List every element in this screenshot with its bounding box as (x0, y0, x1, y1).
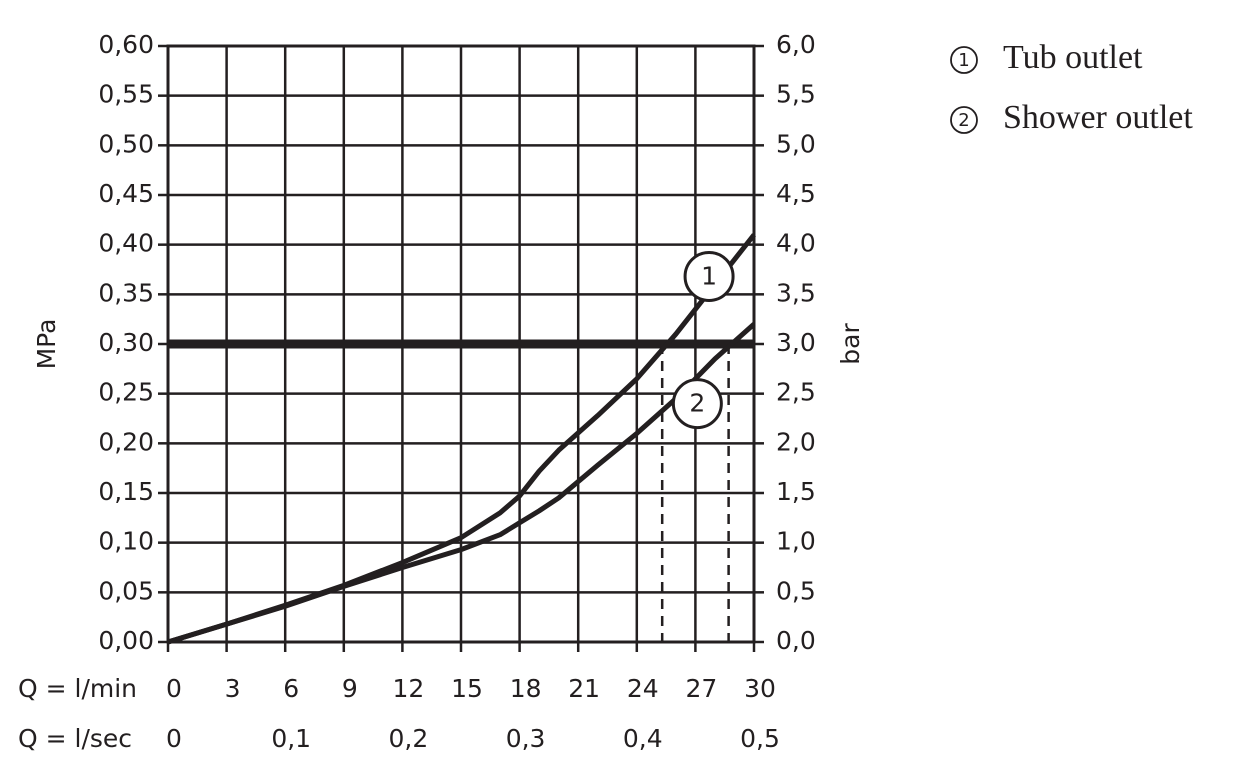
y-tick-label: 0,55 (98, 80, 154, 109)
y-tick-label: 0,40 (98, 229, 154, 258)
y-tick-label: 0,15 (98, 477, 154, 506)
y-tick-label: 0,60 (98, 30, 154, 59)
x2-tick-label: 0 (166, 724, 182, 753)
y2-tick-label: 1,5 (776, 477, 816, 506)
y2-tick-label: 2,0 (776, 427, 816, 456)
x-tick-label: 15 (451, 674, 483, 703)
y2-tick-label: 5,0 (776, 129, 816, 158)
y2-tick-label: 5,5 (776, 80, 816, 109)
y-tick-label: 0,35 (98, 278, 154, 307)
y-tick-label: 0,00 (98, 626, 154, 655)
y-tick-label: 0,05 (98, 576, 154, 605)
y-tick-label: 0,50 (98, 129, 154, 158)
legend-symbol-label: 2 (958, 110, 969, 131)
x-tick-label: 24 (627, 674, 659, 703)
x2-tick-label: 0,4 (623, 724, 663, 753)
y2-tick-label: 1,0 (776, 527, 816, 556)
y2-tick-label: 3,5 (776, 278, 816, 307)
x-axis-label: Q = l/min (18, 674, 137, 703)
y-tick-label: 0,10 (98, 527, 154, 556)
x2-tick-label: 0,5 (740, 724, 780, 753)
y2-tick-label: 3,0 (776, 328, 816, 357)
y-axis-label: MPa (32, 319, 61, 370)
x-tick-label: 3 (225, 674, 241, 703)
y2-tick-label: 4,0 (776, 229, 816, 258)
x2-tick-label: 0,3 (506, 724, 546, 753)
x-tick-label: 30 (744, 674, 776, 703)
x-tick-label: 18 (510, 674, 542, 703)
y-tick-label: 0,45 (98, 179, 154, 208)
y-tick-label: 0,25 (98, 378, 154, 407)
legend-symbol (950, 106, 978, 134)
x-tick-label: 0 (166, 674, 182, 703)
x-tick-label: 21 (568, 674, 600, 703)
series-line (167, 322, 756, 645)
curve-label: 2 (689, 389, 705, 418)
y2-tick-label: 2,5 (776, 378, 816, 407)
y-tick-label: 0,30 (98, 328, 154, 357)
x2-axis-label: Q = l/sec (18, 724, 132, 753)
curve-label-circle (671, 378, 723, 430)
y2-axis-label: bar (836, 323, 865, 365)
x-tick-label: 6 (283, 674, 299, 703)
y2-tick-label: 4,5 (776, 179, 816, 208)
x-tick-label: 9 (342, 674, 358, 703)
y2-tick-label: 0,5 (776, 576, 816, 605)
curve-label-circle (683, 250, 735, 302)
legend-symbol-label: 1 (958, 50, 969, 71)
curve-label: 1 (701, 261, 717, 290)
y2-tick-label: 6,0 (776, 30, 816, 59)
y-tick-label: 0,20 (98, 427, 154, 456)
x2-tick-label: 0,1 (271, 724, 311, 753)
legend-symbol (950, 46, 978, 74)
y2-tick-label: 0,0 (776, 626, 816, 655)
x2-tick-label: 0,2 (389, 724, 429, 753)
legend-label: Shower outlet (1003, 99, 1193, 136)
legend-label: Tub outlet (1003, 39, 1143, 76)
x-tick-label: 27 (685, 674, 717, 703)
x-tick-label: 12 (392, 674, 424, 703)
